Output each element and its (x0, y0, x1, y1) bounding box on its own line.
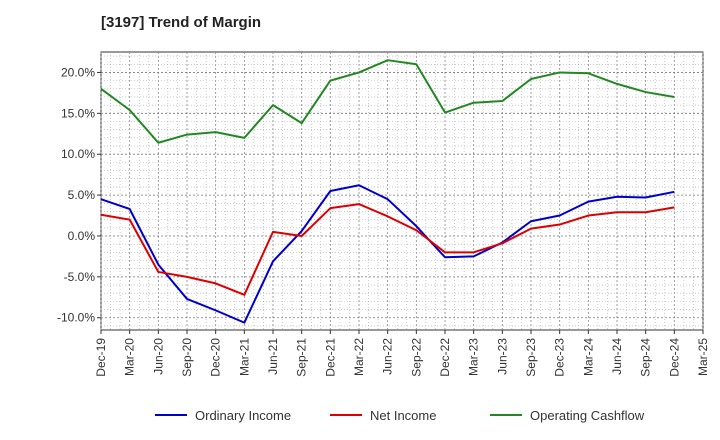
x-tick-label: Sep-24 (639, 338, 653, 377)
x-tick-label: Jun-22 (381, 338, 395, 375)
x-tick-label: Jun-20 (151, 338, 165, 375)
x-tick-label: Sep-21 (295, 338, 309, 377)
x-tick-label: Jun-24 (610, 338, 624, 375)
x-tick-label: Sep-20 (180, 338, 194, 377)
x-tick-label: Dec-20 (209, 338, 223, 377)
x-tick-label: Mar-23 (467, 338, 481, 376)
y-tick-label: 20.0% (61, 65, 95, 79)
x-tick-label: Jun-21 (266, 338, 280, 375)
legend-label: Net Income (370, 408, 436, 423)
x-tick-label: Dec-24 (667, 338, 681, 377)
x-tick-label: Mar-21 (237, 338, 251, 376)
y-axis: 20.0% 15.0% 10.0% 5.0% 0.0% -5.0% -10.0% (57, 65, 101, 325)
series-line (100, 59, 675, 144)
x-tick-label: Dec-22 (438, 338, 452, 377)
legend-label: Operating Cashflow (530, 408, 645, 423)
y-tick-label: -5.0% (64, 270, 96, 284)
x-axis: Dec-19 Mar-20 Jun-20 Sep-20 Dec-20 Mar-21 Jun-… (94, 330, 710, 377)
series-line (100, 203, 675, 296)
legend-label: Ordinary Income (195, 408, 291, 423)
legend: Ordinary Income Net Income Operating Cashf… (155, 408, 645, 423)
y-tick-label: -10.0% (57, 311, 95, 325)
x-tick-label: Mar-22 (352, 338, 366, 376)
x-tick-label: Dec-21 (323, 338, 337, 377)
grid (100, 51, 704, 331)
y-tick-label: 15.0% (61, 106, 95, 120)
x-tick-label: Jun-23 (495, 338, 509, 375)
y-tick-label: 10.0% (61, 147, 95, 161)
x-tick-label: Sep-23 (524, 338, 538, 377)
plot-frame (100, 51, 704, 331)
chart-title: [3197] Trend of Margin (101, 14, 262, 31)
x-tick-label: Mar-24 (581, 338, 595, 376)
x-tick-label: Dec-19 (94, 338, 108, 377)
x-tick-label: Sep-22 (409, 338, 423, 377)
y-tick-label: 0.0% (68, 229, 96, 243)
series-group (100, 59, 675, 324)
y-tick-label: 5.0% (68, 188, 96, 202)
x-tick-label: Mar-25 (696, 338, 710, 376)
series-line (100, 184, 675, 324)
x-tick-label: Mar-20 (123, 338, 137, 376)
x-tick-label: Dec-23 (553, 338, 567, 377)
